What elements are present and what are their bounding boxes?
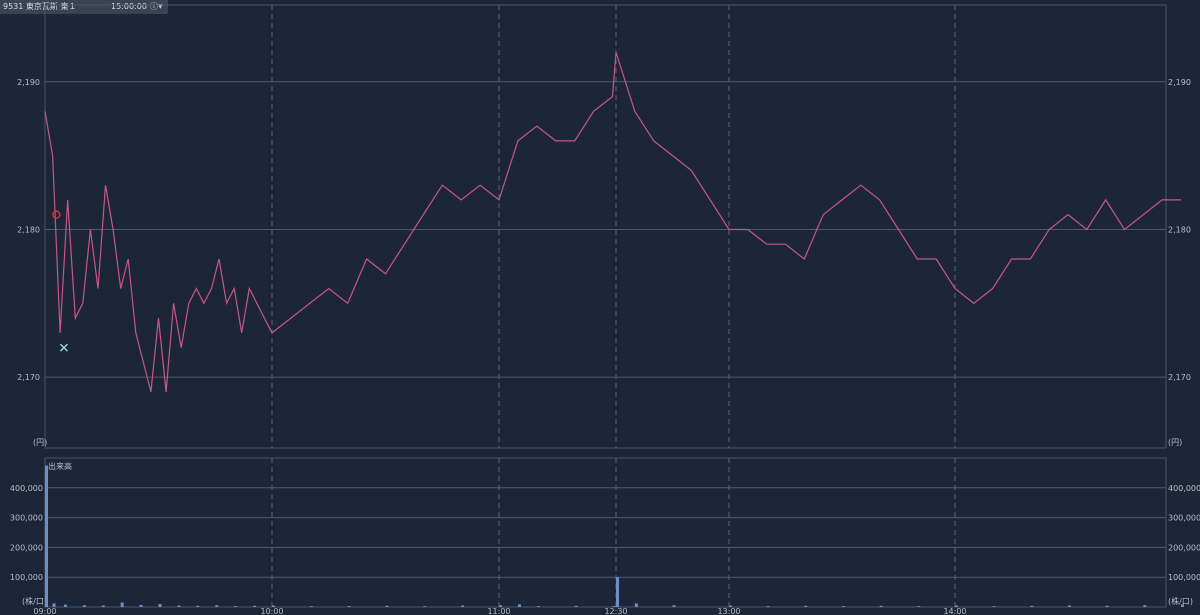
y-tick-label: 2,190 [17,78,40,87]
volume-tick-label: 200,000 [1168,543,1200,552]
volume-panel-frame [44,457,1167,608]
caret-down-icon[interactable]: ▼ [158,3,163,10]
volume-axis-right: 100,000 200,000 300,000 400,000 [1168,484,1200,582]
time-axis: 09:00 10:00 11:00 12:30 13:00 14:00 [33,607,966,615]
volume-bar [385,605,389,607]
y-tick-label: 2,170 [17,373,40,382]
volume-bar [461,605,465,607]
volume-bar [120,602,124,607]
volume-bar [1181,604,1184,607]
volume-bar [766,606,770,607]
volume-bar [1030,605,1034,607]
price-axis-right: 2,170 2,180 2,190 [1168,78,1191,382]
volume-unit-right: (株/口) [1168,596,1193,606]
y-tick-label: 2,190 [1168,78,1191,87]
volume-tick-label: 400,000 [1168,484,1200,493]
volume-bar [158,604,162,607]
volume-bar [82,605,86,607]
trade-markers [52,210,68,352]
chart-header: 9531 東京瓦斯 東１ 15:00:00 ⓘ ▼ [0,0,168,14]
header-time: 15:00:00 [111,2,147,11]
volume-bar [234,606,238,607]
volume-panel-title: 出来高 [48,461,72,471]
volume-bars [45,465,1184,607]
volume-bar [63,604,67,607]
price-unit-left: (円) [33,438,47,447]
volume-bar [196,605,200,607]
volume-bar [177,605,181,607]
volume-gridlines [45,487,1166,578]
volume-bar [309,606,313,607]
volume-bar [423,606,427,607]
volume-bar [139,604,143,607]
volume-bar [992,606,996,607]
buy-marker [52,210,61,219]
volume-bar [804,605,808,607]
volume-bar [729,605,732,607]
volume-bar [1143,605,1147,607]
x-tick-label: 12:30 [604,607,627,615]
volume-bar [101,605,105,607]
volume-bar [499,605,502,607]
volume-bar [842,606,845,607]
volume-bar [45,465,48,607]
x-tick-label: 10:00 [260,607,283,615]
volume-bar [1105,605,1109,607]
price-line [44,52,1181,393]
price-unit-right: (円) [1168,438,1182,447]
x-tick-label: 11:00 [487,607,510,615]
volume-tick-label: 100,000 [1168,573,1200,582]
stock-market: 東１ [60,2,77,11]
volume-axis-left: 100,000 200,000 300,000 400,000 [10,484,43,582]
volume-bar [215,605,219,607]
volume-bar [672,605,676,607]
volume-bar [52,603,56,607]
price-axis-left: 2,170 2,180 2,190 [17,78,40,382]
time-gridlines [271,5,956,607]
x-tick-label: 09:00 [33,607,56,615]
y-tick-label: 2,180 [1168,225,1191,234]
volume-bar [536,606,540,607]
volume-unit-left: (株/口) [22,596,47,606]
x-tick-label: 13:00 [717,607,740,615]
price-series [44,52,1181,393]
volume-bar [347,606,351,607]
stock-name: 東京瓦斯 [25,2,58,11]
volume-tick-label: 100,000 [10,573,43,582]
volume-tick-label: 400,000 [10,484,43,493]
x-tick-label: 14:00 [943,607,966,615]
stock-code: 9531 [3,2,24,11]
y-tick-label: 2,180 [17,225,40,234]
volume-bar [574,605,578,607]
volume-bar [616,577,619,607]
y-tick-label: 2,170 [1168,373,1191,382]
volume-bar [955,605,958,607]
volume-tick-label: 200,000 [10,543,43,552]
sell-marker [59,343,68,352]
price-gridlines [45,81,1166,378]
volume-tick-label: 300,000 [10,514,43,523]
volume-bar [634,603,638,607]
volume-bar [253,605,257,607]
volume-bar [879,605,883,607]
volume-bar [517,604,521,607]
volume-bar [917,606,921,607]
volume-bar [612,606,616,607]
stock-title: 9531 東京瓦斯 東１ [3,0,76,14]
price-panel-frame [44,4,1167,449]
volume-bar [1068,605,1071,607]
volume-tick-label: 300,000 [1168,514,1200,523]
info-icon[interactable]: ⓘ [150,2,158,11]
volume-bar [272,605,275,607]
